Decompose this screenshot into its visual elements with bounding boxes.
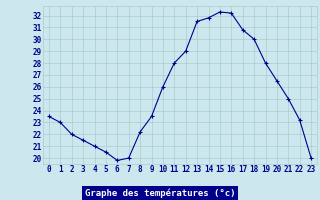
Text: Graphe des températures (°c): Graphe des températures (°c) <box>85 188 235 198</box>
